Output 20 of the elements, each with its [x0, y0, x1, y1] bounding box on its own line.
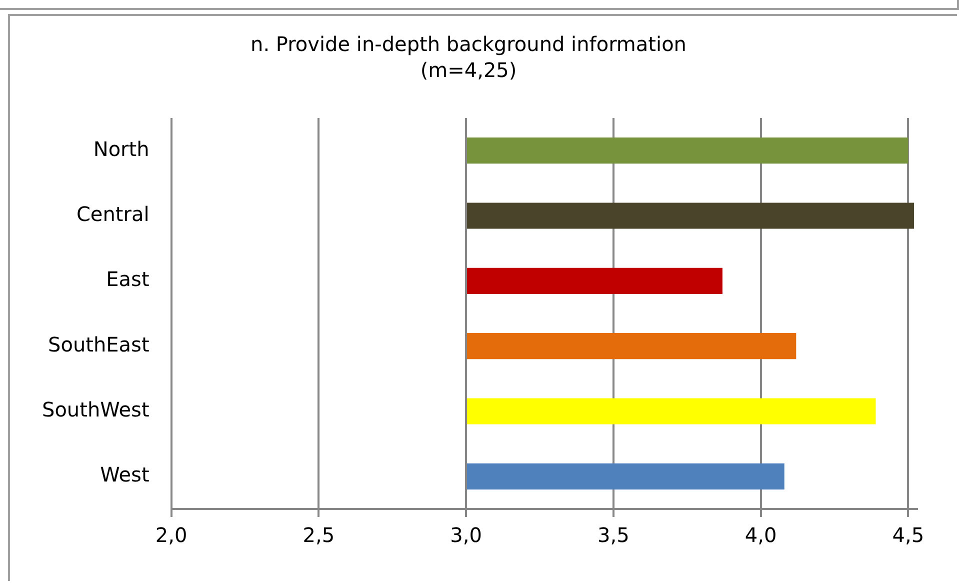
x-tick-label: 2,0	[155, 523, 188, 548]
y-tick-label: West	[100, 462, 150, 487]
bar	[466, 333, 796, 360]
x-tick-label: 4,0	[744, 523, 777, 548]
bar	[466, 202, 914, 229]
bar	[466, 463, 784, 490]
bar	[466, 398, 876, 424]
x-tick-label: 3,0	[450, 523, 482, 548]
bar	[466, 268, 722, 294]
y-tick-label: North	[93, 136, 150, 161]
x-tick-label: 2,5	[302, 523, 335, 548]
y-tick-label: Central	[76, 202, 150, 226]
y-tick-label: East	[106, 267, 150, 292]
chart-subtitle: (m=4,25)	[420, 58, 517, 82]
y-tick-label: SouthWest	[42, 397, 150, 422]
x-tick-label: 3,5	[598, 523, 630, 548]
x-tick-label: 4,5	[892, 523, 924, 548]
y-tick-label: SouthEast	[48, 332, 150, 356]
bar	[466, 138, 908, 164]
chart-title: n. Provide in-depth background information	[250, 32, 686, 56]
